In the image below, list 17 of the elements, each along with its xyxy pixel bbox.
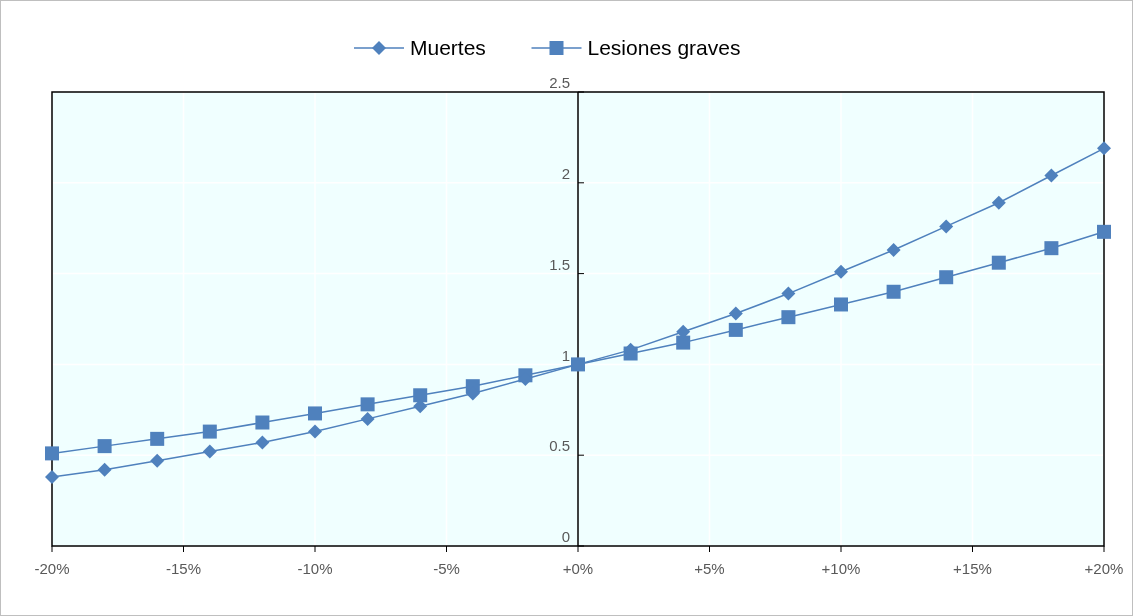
y-tick-label: 1.5: [549, 255, 570, 273]
x-tick-label: +10%: [821, 560, 861, 577]
y-tick-label: 2.5: [549, 74, 570, 92]
legend-label: Lesiones graves: [587, 36, 741, 60]
x-tick-label: -10%: [297, 560, 333, 577]
x-tick-label: +0%: [562, 560, 594, 577]
x-tick-label: +20%: [1084, 560, 1124, 577]
x-tick-label: +15%: [953, 560, 992, 577]
y-tick-label: 0.5: [549, 437, 570, 455]
x-tick-label: -5%: [433, 560, 460, 577]
x-tick-label: -15%: [165, 560, 202, 577]
y-tick-label: 2: [561, 165, 570, 183]
x-tick-label: +5%: [694, 560, 725, 577]
y-tick-label: 0: [561, 528, 570, 546]
legend-label: Muertes: [410, 36, 486, 60]
x-tick-label: -20%: [34, 560, 70, 577]
y-tick-label: 1: [561, 346, 570, 364]
